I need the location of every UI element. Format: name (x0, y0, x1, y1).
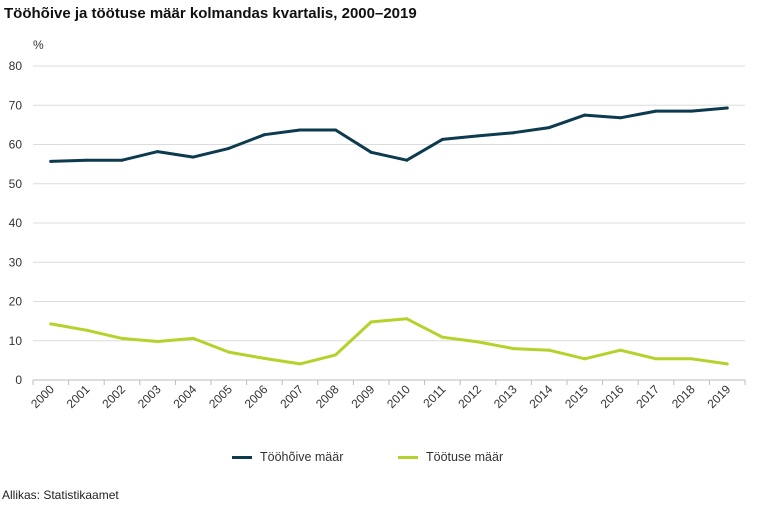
y-tick-label: 50 (9, 177, 23, 191)
data-point-employment (369, 150, 373, 154)
y-tick-label: 10 (9, 334, 23, 348)
data-point-unemployment (440, 335, 444, 339)
data-point-unemployment (120, 336, 124, 340)
chart-title: Tööhõive ja töötuse määr kolmandas kvart… (4, 5, 417, 22)
x-tick-label: 2006 (242, 382, 271, 411)
data-point-employment (262, 133, 266, 137)
data-point-employment (725, 106, 729, 110)
data-point-employment (84, 158, 88, 162)
x-tick-label: 2015 (562, 382, 591, 411)
y-tick-label: 20 (9, 295, 23, 309)
x-tick-label: 2017 (633, 382, 662, 411)
data-point-unemployment (49, 322, 53, 326)
y-tick-label: 30 (9, 255, 23, 269)
data-point-unemployment (583, 357, 587, 361)
data-point-unemployment (690, 357, 694, 361)
x-tick-label: 2007 (277, 382, 306, 411)
x-tick-label: 2018 (669, 382, 698, 411)
x-tick-label: 2010 (384, 382, 413, 411)
legend-label-unemployment: Töötuse määr (426, 450, 504, 464)
data-point-employment (512, 131, 516, 135)
y-tick-label: 70 (9, 98, 23, 112)
series-line-employment (49, 106, 729, 163)
data-point-employment (618, 116, 622, 120)
legend: Tööhõive määr Töötuse määr (0, 450, 768, 470)
data-point-employment (654, 109, 658, 113)
data-point-unemployment (725, 362, 729, 366)
data-point-unemployment (512, 347, 516, 351)
x-tick-label: 2013 (491, 382, 520, 411)
data-point-employment (476, 134, 480, 138)
data-point-unemployment (191, 336, 195, 340)
legend-item-unemployment: Töötuse määr (398, 450, 503, 464)
legend-swatch-employment (232, 455, 252, 459)
x-tick-label: 2012 (455, 382, 484, 411)
x-tick-label: 2011 (420, 382, 448, 410)
x-tick-label: 2014 (527, 382, 556, 411)
legend-item-employment: Tööhõive määr (232, 450, 343, 464)
x-tick-label: 2009 (349, 382, 378, 411)
data-point-unemployment (369, 320, 373, 324)
data-point-unemployment (405, 317, 409, 321)
data-point-employment (120, 158, 124, 162)
legend-swatch-unemployment (398, 455, 418, 459)
data-point-employment (227, 146, 231, 150)
x-tick-label: 2003 (135, 382, 164, 411)
data-point-unemployment (654, 357, 658, 361)
data-point-unemployment (476, 340, 480, 344)
x-tick-label: 2001 (64, 382, 93, 411)
x-tick-label: 2005 (206, 382, 235, 411)
data-point-employment (298, 128, 302, 132)
data-point-unemployment (547, 348, 551, 352)
data-point-employment (583, 113, 587, 117)
data-point-unemployment (227, 350, 231, 354)
y-tick-label: 40 (9, 216, 23, 230)
y-tick-label: 0 (15, 373, 22, 387)
x-tick-label: 2016 (598, 382, 627, 411)
series-line-unemployment (49, 317, 729, 366)
source-note: Allikas: Statistikaamet (2, 488, 119, 502)
data-point-unemployment (298, 362, 302, 366)
data-point-employment (405, 158, 409, 162)
y-axis-unit-label: % (33, 38, 44, 52)
data-point-employment (440, 137, 444, 141)
data-point-employment (156, 150, 160, 154)
data-point-employment (547, 126, 551, 130)
data-point-unemployment (618, 348, 622, 352)
data-point-unemployment (262, 356, 266, 360)
data-point-unemployment (84, 328, 88, 332)
data-point-employment (690, 109, 694, 113)
data-point-unemployment (156, 340, 160, 344)
x-tick-label: 2000 (28, 382, 57, 411)
x-tick-label: 2002 (99, 382, 128, 411)
y-axis-ticks: 0 10 20 30 40 50 60 70 80 (9, 59, 23, 387)
y-tick-label: 60 (9, 138, 23, 152)
data-point-employment (49, 159, 53, 163)
x-tick-label: 2008 (313, 382, 342, 411)
data-point-unemployment (334, 353, 338, 357)
y-tick-label: 80 (9, 59, 23, 73)
data-point-employment (191, 155, 195, 159)
x-tick-label: 2004 (171, 382, 200, 411)
series-lines (49, 106, 729, 366)
x-axis-ticks: 2000 2001 2002 2003 2004 2005 2006 2007 2008 2009… (28, 380, 746, 411)
legend-label-employment: Tööhõive määr (260, 450, 344, 464)
data-point-employment (334, 128, 338, 132)
x-tick-label: 2019 (705, 382, 734, 411)
